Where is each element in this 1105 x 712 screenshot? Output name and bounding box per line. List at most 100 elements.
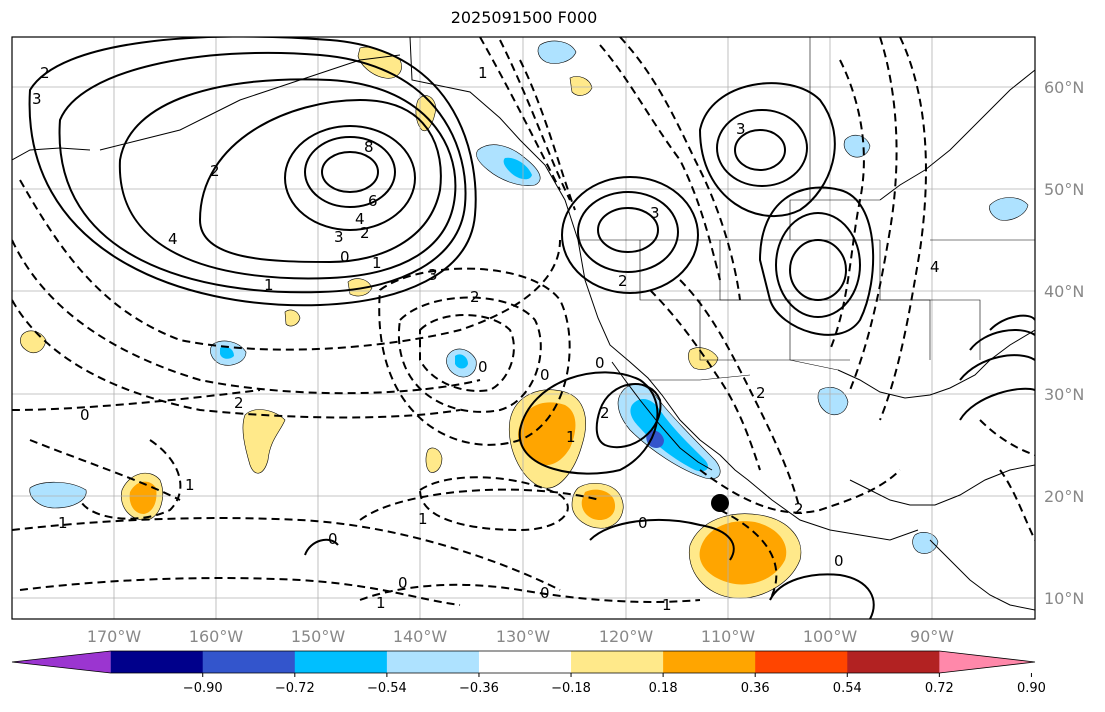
shade-negative-alaska <box>537 40 577 64</box>
colorbar-outline <box>11 650 1036 674</box>
contour-label: 4 <box>355 210 365 228</box>
contour-label: 0 <box>328 530 338 548</box>
colorbar-extend-low <box>12 651 111 673</box>
shade-small-yellow-1 <box>242 409 286 474</box>
shade-negative-east <box>989 197 1029 221</box>
contour-label: 0 <box>80 406 90 424</box>
lon-label: 170°W <box>87 627 142 646</box>
lon-label: 120°W <box>599 627 654 646</box>
contour-label: 1 <box>566 428 576 446</box>
map-title: 2025091500 F000 <box>450 8 598 27</box>
lat-label: 10°N <box>1044 589 1084 608</box>
contour-label: 0 <box>398 574 408 592</box>
contour-label: 1 <box>662 596 672 614</box>
contour-label: 0 <box>540 366 550 384</box>
contour-labels: 2 3 2 8 6 4 3 2 4 1 0 1 3 2 2 1 3 2 3 1 … <box>32 64 940 614</box>
contour-label: 0 <box>834 552 844 570</box>
contour-label: 2 <box>210 162 220 180</box>
lon-label: 130°W <box>496 627 551 646</box>
lat-label: 60°N <box>1044 78 1084 97</box>
political-borders <box>578 37 1035 381</box>
colorbar-segment <box>663 651 756 673</box>
contour-label: 8 <box>364 138 374 156</box>
contour-label: 1 <box>58 514 68 532</box>
colorbar-segment <box>110 651 204 673</box>
contour-label: 3 <box>428 266 438 284</box>
lat-label: 50°N <box>1044 180 1084 199</box>
shade-negative-southwest <box>29 481 87 509</box>
contour-label: 1 <box>418 510 428 528</box>
contour-label: 2 <box>360 224 370 242</box>
longitude-labels: 170°W 160°W 150°W 140°W 130°W 120°W 110°… <box>87 627 954 646</box>
colorbar-tick-label: −0.18 <box>551 681 591 696</box>
lon-label: 150°W <box>291 627 346 646</box>
shade-small-yellow-4 <box>425 447 443 473</box>
shade-small-yellow-9 <box>569 76 593 96</box>
colorbar-tick-label: 0.72 <box>925 681 954 696</box>
contour-label: 1 <box>376 594 386 612</box>
contour-label: 0 <box>340 248 350 266</box>
colorbar-segment <box>202 651 296 673</box>
shade-small-yellow-8 <box>347 278 373 297</box>
contour-label: 2 <box>794 500 804 518</box>
colorbar-segment <box>478 651 572 673</box>
lon-label: 160°W <box>189 627 244 646</box>
shade-negative-baja-dark <box>646 430 664 448</box>
shade-small-yellow-5 <box>688 347 719 370</box>
shade-small-yellow-7 <box>284 309 301 327</box>
colorbar-extend-high <box>939 651 1035 673</box>
lat-label: 40°N <box>1044 282 1084 301</box>
shade-negative-west-core <box>220 346 234 359</box>
contour-label: 0 <box>540 584 550 602</box>
contour-label: 2 <box>470 288 480 306</box>
lon-label: 90°W <box>910 627 954 646</box>
shade-negative-mid-core <box>455 354 468 369</box>
colorbar-tick-label: −0.90 <box>183 681 223 696</box>
colorbar-tick-label: −0.54 <box>367 681 407 696</box>
contour-label: 4 <box>930 258 940 276</box>
contours-dashed <box>12 37 1035 606</box>
shade-positive-west-core <box>129 481 157 514</box>
map-background <box>12 37 1035 619</box>
contours-solid <box>28 37 1035 619</box>
colorbar: −0.90 −0.72 −0.54 −0.36 −0.18 0.18 0.36 0.54 0.7… <box>11 650 1046 696</box>
contour-label: 0 <box>638 514 648 532</box>
contour-label: 3 <box>736 120 746 138</box>
lon-label: 100°W <box>803 627 858 646</box>
storm-center-marker <box>711 494 729 512</box>
map-border <box>11 36 1036 620</box>
colorbar-tick-label: 0.18 <box>649 681 678 696</box>
lon-label: 140°W <box>393 627 448 646</box>
contour-label: 0 <box>595 354 605 372</box>
contour-label: 2 <box>40 64 50 82</box>
contour-label: 1 <box>478 64 488 82</box>
shade-positive-south-core <box>699 521 787 585</box>
contour-label: 3 <box>334 228 344 246</box>
lon-label: 110°W <box>701 627 756 646</box>
contour-label: 6 <box>368 192 378 210</box>
contour-label: 2 <box>618 272 628 290</box>
shade-negative-coast-bc-core <box>503 157 532 180</box>
colorbar-segment <box>847 651 940 673</box>
lat-label: 20°N <box>1044 487 1084 506</box>
colorbar-tick-label: −0.36 <box>459 681 499 696</box>
contour-label: 3 <box>32 90 42 108</box>
contour-label: 2 <box>600 404 610 422</box>
contour-label: 1 <box>264 276 274 294</box>
contour-label: 2 <box>234 394 244 412</box>
colorbar-tick-label: 0.90 <box>1017 681 1046 696</box>
contour-label: 1 <box>185 476 195 494</box>
contour-label: 1 <box>372 254 382 272</box>
lat-label: 30°N <box>1044 385 1084 404</box>
colorbar-segment <box>386 651 480 673</box>
colorbar-segment <box>755 651 848 673</box>
latitude-labels: 60°N 50°N 40°N 30°N 20°N 10°N <box>1044 78 1084 608</box>
shade-positive-baja-core <box>518 402 576 466</box>
colorbar-segment <box>571 651 664 673</box>
colorbar-tick-label: 0.54 <box>833 681 862 696</box>
shaded-fields <box>20 40 1029 599</box>
colorbar-tick-label: −0.72 <box>275 681 315 696</box>
contour-label: 2 <box>756 384 766 402</box>
colorbar-segment <box>294 651 388 673</box>
